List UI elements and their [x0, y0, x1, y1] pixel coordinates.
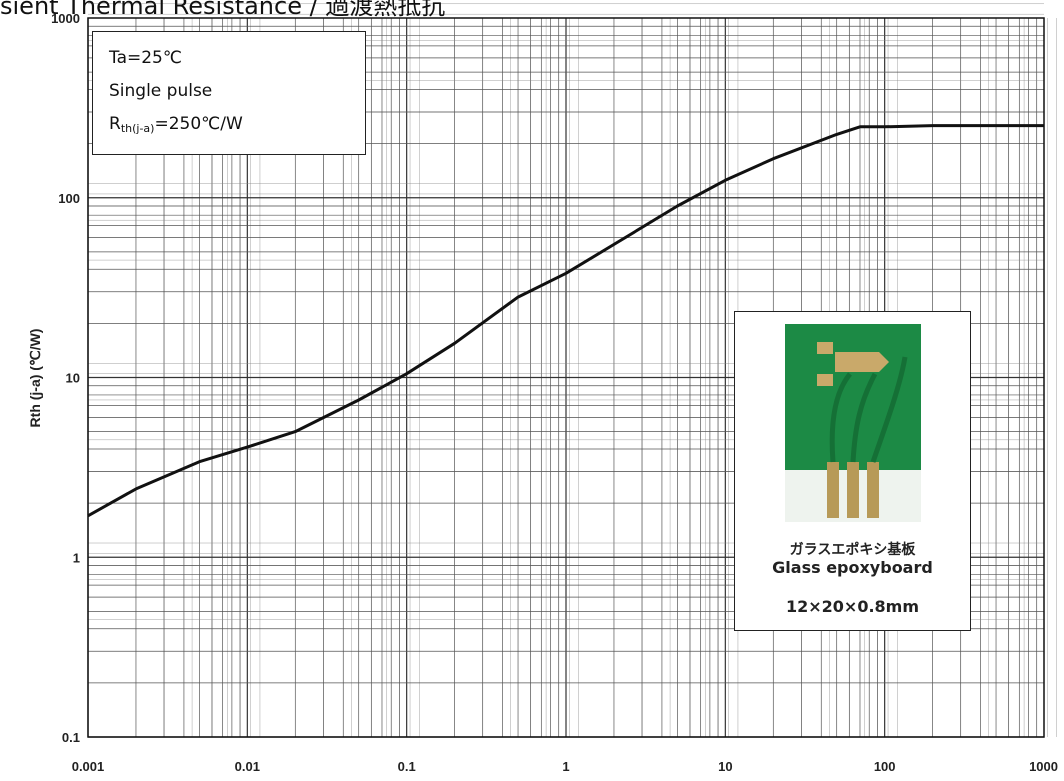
- board-dimensions: 12×20×0.8mm: [785, 597, 920, 616]
- y-tick-label: 1000: [51, 11, 80, 26]
- series-line-rth: [87, 124, 1044, 518]
- condition-rth: Rth(j-a)=250℃/W: [109, 114, 243, 135]
- chart-title: sient Thermal Resistance / 過渡熱抵抗: [0, 0, 446, 20]
- condition-temperature: Ta=25℃: [109, 48, 182, 68]
- plot-border: [87, 17, 1045, 738]
- x-tick-label: 0.001: [72, 759, 105, 774]
- y-tick-label: 100: [58, 191, 80, 206]
- x-tick-label: 1000: [1029, 759, 1058, 774]
- condition-pulse: Single pulse: [109, 81, 213, 101]
- x-tick-label: 100: [874, 759, 896, 774]
- y-tick-label: 10: [66, 371, 80, 386]
- tick-labels: 0.001 0.01 0.1 1 10 100 1000 0.1 1 10 100 1000: [51, 11, 1058, 774]
- x-tick-label: 1: [562, 759, 569, 774]
- y-tick-label: 1: [73, 550, 80, 565]
- grid: [87, 3, 1057, 738]
- x-tick-label: 0.01: [235, 759, 260, 774]
- board-caption-jp: ガラスエポキシ基板: [789, 542, 916, 558]
- board-caption-en: Glass epoxyboard: [772, 558, 933, 577]
- glass-epoxy-board-photo: [785, 324, 921, 522]
- y-axis-label: Rth (j-a) (℃/W): [27, 329, 43, 428]
- x-tick-label: 0.1: [398, 759, 416, 774]
- x-tick-label: 10: [718, 759, 732, 774]
- y-tick-label: 0.1: [62, 730, 80, 745]
- board-inset: ガラスエポキシ基板 Glass epoxyboard 12×20×0.8mm: [734, 311, 971, 631]
- conditions-box: Ta=25℃ Single pulse Rth(j-a)=250℃/W: [92, 31, 366, 155]
